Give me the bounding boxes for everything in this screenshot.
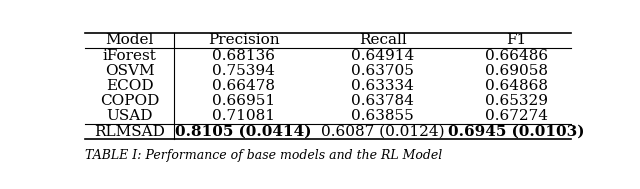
Text: 0.6945 (0.0103): 0.6945 (0.0103) xyxy=(448,125,585,139)
Text: COPOD: COPOD xyxy=(100,94,159,108)
Text: 0.66478: 0.66478 xyxy=(212,79,275,93)
Text: 0.6087 (0.0124): 0.6087 (0.0124) xyxy=(321,125,444,139)
Text: Model: Model xyxy=(106,33,154,47)
Text: iForest: iForest xyxy=(102,49,157,63)
Text: 0.67274: 0.67274 xyxy=(485,109,548,123)
Text: 0.69058: 0.69058 xyxy=(485,64,548,78)
Text: 0.65329: 0.65329 xyxy=(485,94,548,108)
Text: Precision: Precision xyxy=(208,33,280,47)
Text: 0.63784: 0.63784 xyxy=(351,94,414,108)
Text: 0.68136: 0.68136 xyxy=(212,49,275,63)
Text: F1: F1 xyxy=(506,33,527,47)
Text: 0.64868: 0.64868 xyxy=(485,79,548,93)
Text: 0.8105 (0.0414): 0.8105 (0.0414) xyxy=(175,125,312,139)
Text: 0.66951: 0.66951 xyxy=(212,94,275,108)
Text: 0.75394: 0.75394 xyxy=(212,64,275,78)
Text: OSVM: OSVM xyxy=(105,64,154,78)
Text: ECOD: ECOD xyxy=(106,79,154,93)
Text: Recall: Recall xyxy=(358,33,406,47)
Text: 0.71081: 0.71081 xyxy=(212,109,275,123)
Text: 0.64914: 0.64914 xyxy=(351,49,414,63)
Text: 0.63334: 0.63334 xyxy=(351,79,414,93)
Text: TABLE I: Performance of base models and the RL Model: TABLE I: Performance of base models and … xyxy=(85,149,442,162)
Text: 0.66486: 0.66486 xyxy=(485,49,548,63)
Text: 0.63705: 0.63705 xyxy=(351,64,414,78)
Text: 0.63855: 0.63855 xyxy=(351,109,414,123)
Text: RLMSAD: RLMSAD xyxy=(94,125,165,139)
Text: USAD: USAD xyxy=(106,109,153,123)
